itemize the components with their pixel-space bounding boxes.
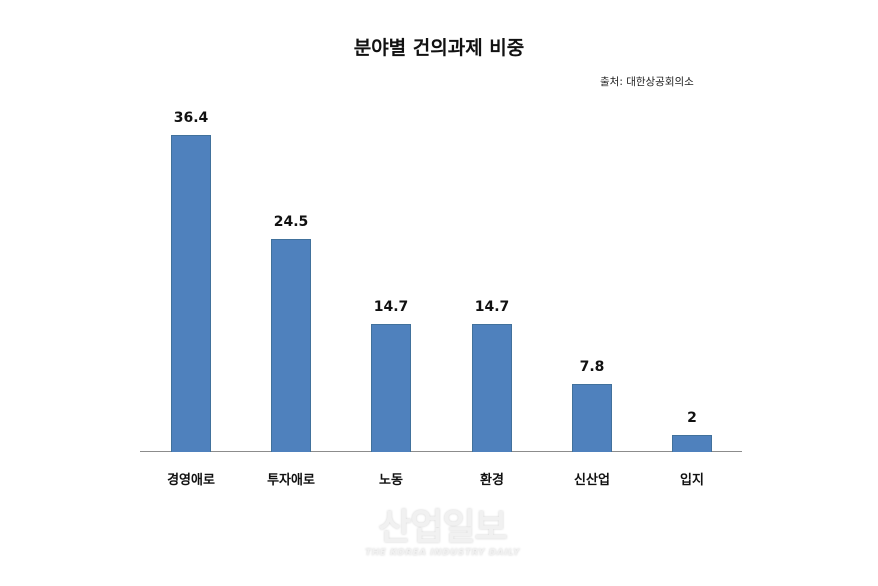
x-tick-label: 입지 [680, 473, 704, 488]
chart-title: 분야별 건의과제 비중 [353, 37, 525, 59]
x-tick-label: 노동 [379, 473, 403, 488]
data-label: 7.8 [579, 359, 605, 375]
x-tick-label: 신산업 [574, 473, 610, 488]
chart-source: 출처: 대한상공회의소 [600, 76, 694, 88]
bar [672, 435, 712, 452]
bar [271, 239, 311, 452]
data-label: 14.7 [474, 299, 510, 315]
bar [572, 384, 612, 452]
watermark-main: 산업일보 [378, 507, 507, 548]
bar [171, 135, 211, 452]
data-label: 24.5 [273, 214, 309, 230]
data-label: 2 [687, 410, 697, 426]
data-label: 14.7 [373, 299, 409, 315]
x-axis-line [140, 451, 742, 452]
bar [371, 324, 411, 452]
x-tick-label: 투자애로 [267, 473, 315, 488]
x-tick-label: 환경 [480, 473, 504, 488]
watermark-sub: THE KOREA INDUSTRY DAILY [365, 548, 520, 558]
watermark: 산업일보 THE KOREA INDUSTRY DAILY [355, 507, 530, 559]
x-tick-label: 경영애로 [167, 473, 215, 488]
bar [472, 324, 512, 452]
data-label: 36.4 [173, 110, 209, 126]
